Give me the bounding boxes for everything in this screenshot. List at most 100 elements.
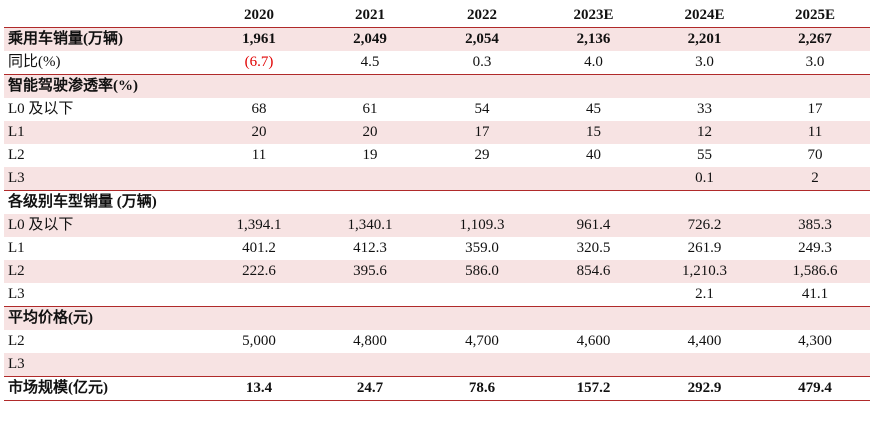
value-cell: 20 (204, 121, 314, 144)
table-row: 乘用车销量(万辆) 1,961 2,049 2,054 2,136 2,201 2,267 (4, 27, 870, 51)
row-label: 乘用车销量(万辆) (4, 27, 204, 51)
table-row: L2 5,000 4,800 4,700 4,600 4,400 4,300 (4, 330, 870, 353)
row-label: L2 (8, 333, 25, 349)
value-cell: 2,136 (538, 27, 649, 51)
row-label: 各级别车型销量 (万辆) (4, 190, 204, 214)
value-cell (204, 167, 314, 191)
value-cell (426, 190, 538, 214)
value-cell: 33 (697, 101, 712, 117)
value-cell: (6.7) (244, 54, 274, 70)
value-cell: 1,210.3 (649, 260, 760, 283)
value-cell: 11 (760, 121, 870, 144)
value-cell (426, 353, 538, 377)
value-cell: 320.5 (576, 240, 611, 256)
year-header: 2022 (467, 7, 497, 23)
value-cell: 13.4 (204, 376, 314, 401)
value-cell: 15 (538, 121, 649, 144)
value-cell: 4.0 (584, 54, 603, 70)
row-label: L1 (8, 240, 25, 256)
value-cell (314, 190, 426, 214)
row-label: L2 (8, 147, 25, 163)
row-label: L3 (4, 353, 204, 377)
value-cell: 5,000 (242, 333, 276, 349)
value-cell: 61 (362, 101, 378, 117)
value-cell: 412.3 (353, 240, 387, 256)
row-label: 市场规模(亿元) (4, 376, 204, 401)
value-cell: 19 (362, 147, 378, 163)
value-cell: 2,201 (649, 27, 760, 51)
year-header: 2020 (244, 7, 274, 23)
value-cell: 2,054 (426, 27, 538, 51)
value-cell: 292.9 (649, 376, 760, 401)
value-cell: 78.6 (426, 376, 538, 401)
value-cell: 4,400 (687, 333, 722, 349)
value-cell: 70 (807, 147, 823, 163)
value-cell: 12 (649, 121, 760, 144)
table-row: L0 及以下 68 61 54 45 33 17 (4, 98, 870, 121)
value-cell: 4,700 (465, 333, 499, 349)
value-cell: 54 (474, 101, 490, 117)
header-corner (4, 4, 204, 28)
value-cell (426, 167, 538, 191)
value-cell: 17 (426, 121, 538, 144)
value-cell: 2.1 (695, 286, 714, 302)
value-cell (649, 306, 760, 330)
value-cell (204, 353, 314, 377)
row-label: L2 (4, 260, 204, 283)
value-cell: 0.1 (649, 167, 760, 191)
value-cell: 41.1 (801, 286, 829, 302)
row-label: 同比(%) (8, 54, 61, 70)
value-cell: 726.2 (649, 214, 760, 237)
value-cell (649, 74, 760, 98)
value-cell: 586.0 (426, 260, 538, 283)
value-cell (314, 283, 426, 307)
value-cell (760, 74, 870, 98)
row-label: L1 (4, 121, 204, 144)
value-cell: 1,586.6 (760, 260, 870, 283)
value-cell: 2,049 (314, 27, 426, 51)
row-label: L0 及以下 (4, 214, 204, 237)
value-cell (538, 167, 649, 191)
value-cell (314, 74, 426, 98)
value-cell (204, 74, 314, 98)
value-cell: 4,600 (576, 333, 611, 349)
table-row: 同比(%) (6.7) 4.5 0.3 4.0 3.0 3.0 (4, 51, 870, 75)
year-header: 2021 (355, 7, 385, 23)
value-cell: 55 (697, 147, 712, 163)
value-cell (538, 353, 649, 377)
value-cell: 40 (586, 147, 601, 163)
value-cell (314, 353, 426, 377)
table-row: 智能驾驶渗透率(%) (4, 74, 870, 98)
forecast-table: 2020 2021 2022 2023E 2024E 2025E 乘用车销量(万辆) 1,96… (4, 4, 870, 401)
value-cell: 17 (807, 101, 823, 117)
value-cell: 3.0 (695, 54, 714, 70)
value-cell (760, 306, 870, 330)
value-cell (426, 306, 538, 330)
value-cell (538, 190, 649, 214)
value-cell (760, 190, 870, 214)
row-label: L3 (4, 167, 204, 191)
value-cell (538, 306, 649, 330)
value-cell (538, 283, 649, 307)
year-header: 2024E (684, 7, 725, 23)
value-cell (314, 306, 426, 330)
row-label: 智能驾驶渗透率(%) (4, 74, 204, 98)
table-row: L1 401.2 412.3 359.0 320.5 261.9 249.3 (4, 237, 870, 260)
table-row: 平均价格(元) (4, 306, 870, 330)
value-cell (204, 283, 314, 307)
value-cell: 4,800 (353, 333, 387, 349)
value-cell: 1,340.1 (314, 214, 426, 237)
value-cell (204, 306, 314, 330)
row-label: L3 (8, 286, 25, 302)
table-row: 各级别车型销量 (万辆) (4, 190, 870, 214)
value-cell (426, 283, 538, 307)
value-cell (760, 353, 870, 377)
value-cell: 157.2 (538, 376, 649, 401)
table-row: 市场规模(亿元) 13.4 24.7 78.6 157.2 292.9 479.4 (4, 376, 870, 401)
value-cell: 4,300 (798, 333, 832, 349)
value-cell: 401.2 (242, 240, 276, 256)
table-row: L3 2.1 41.1 (4, 283, 870, 307)
value-cell: 20 (314, 121, 426, 144)
year-header: 2023E (573, 7, 614, 23)
